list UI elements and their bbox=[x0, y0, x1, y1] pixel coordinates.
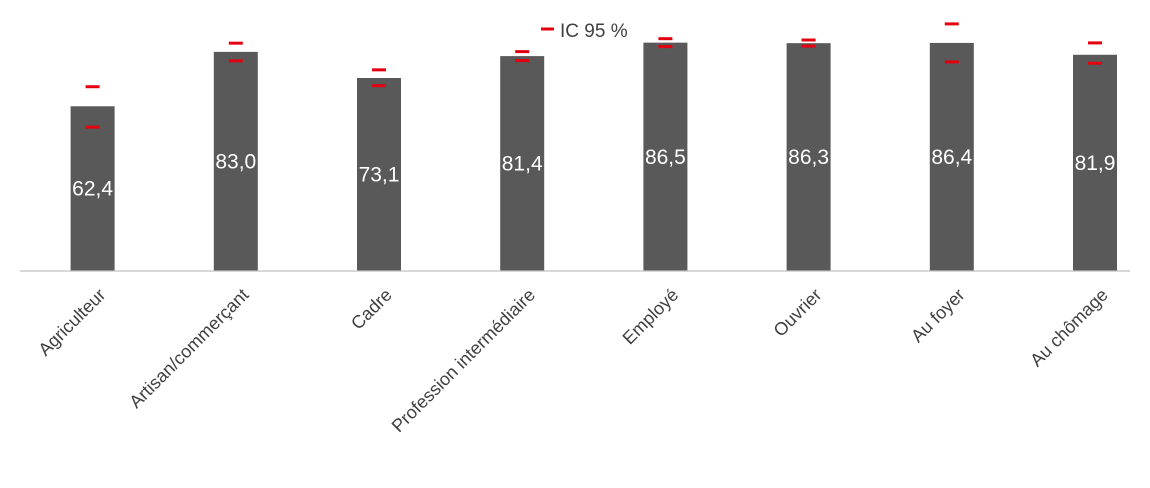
bar-4 bbox=[500, 56, 545, 271]
bar-6 bbox=[786, 43, 831, 271]
bar-2 bbox=[213, 51, 258, 271]
bar-8 bbox=[1073, 54, 1117, 272]
data-label-5: 86,5 bbox=[645, 146, 686, 169]
data-label-6: 86,3 bbox=[788, 146, 829, 169]
category-label-5: Employé bbox=[619, 285, 683, 349]
legend: IC 95 % bbox=[541, 21, 628, 42]
bar-1 bbox=[70, 106, 115, 271]
category-label-8: Au chômage bbox=[1026, 285, 1112, 371]
data-label-8: 81,9 bbox=[1075, 152, 1116, 175]
bar-5 bbox=[643, 42, 688, 271]
category-label-6: Ouvrier bbox=[770, 285, 826, 341]
plot-area: 62,4 Agriculteur 83,0 Artisan/commerçant 73,… bbox=[34, 22, 1117, 436]
category-label-4: Profession intermédiaire bbox=[388, 285, 539, 436]
legend-ci-label: IC 95 % bbox=[560, 21, 628, 42]
data-label-2: 83,0 bbox=[215, 150, 256, 173]
data-label-3: 73,1 bbox=[359, 164, 400, 187]
category-label-1: Agriculteur bbox=[34, 285, 109, 360]
bar-3 bbox=[357, 78, 401, 272]
category-label-3: Cadre bbox=[347, 285, 396, 334]
category-label-7: Au foyer bbox=[907, 285, 969, 347]
data-label-7: 86,4 bbox=[931, 146, 972, 169]
category-label-2: Artisan/commerçant bbox=[125, 285, 252, 412]
data-label-4: 81,4 bbox=[502, 153, 543, 176]
bar-7 bbox=[929, 42, 974, 272]
data-label-1: 62,4 bbox=[72, 178, 113, 201]
